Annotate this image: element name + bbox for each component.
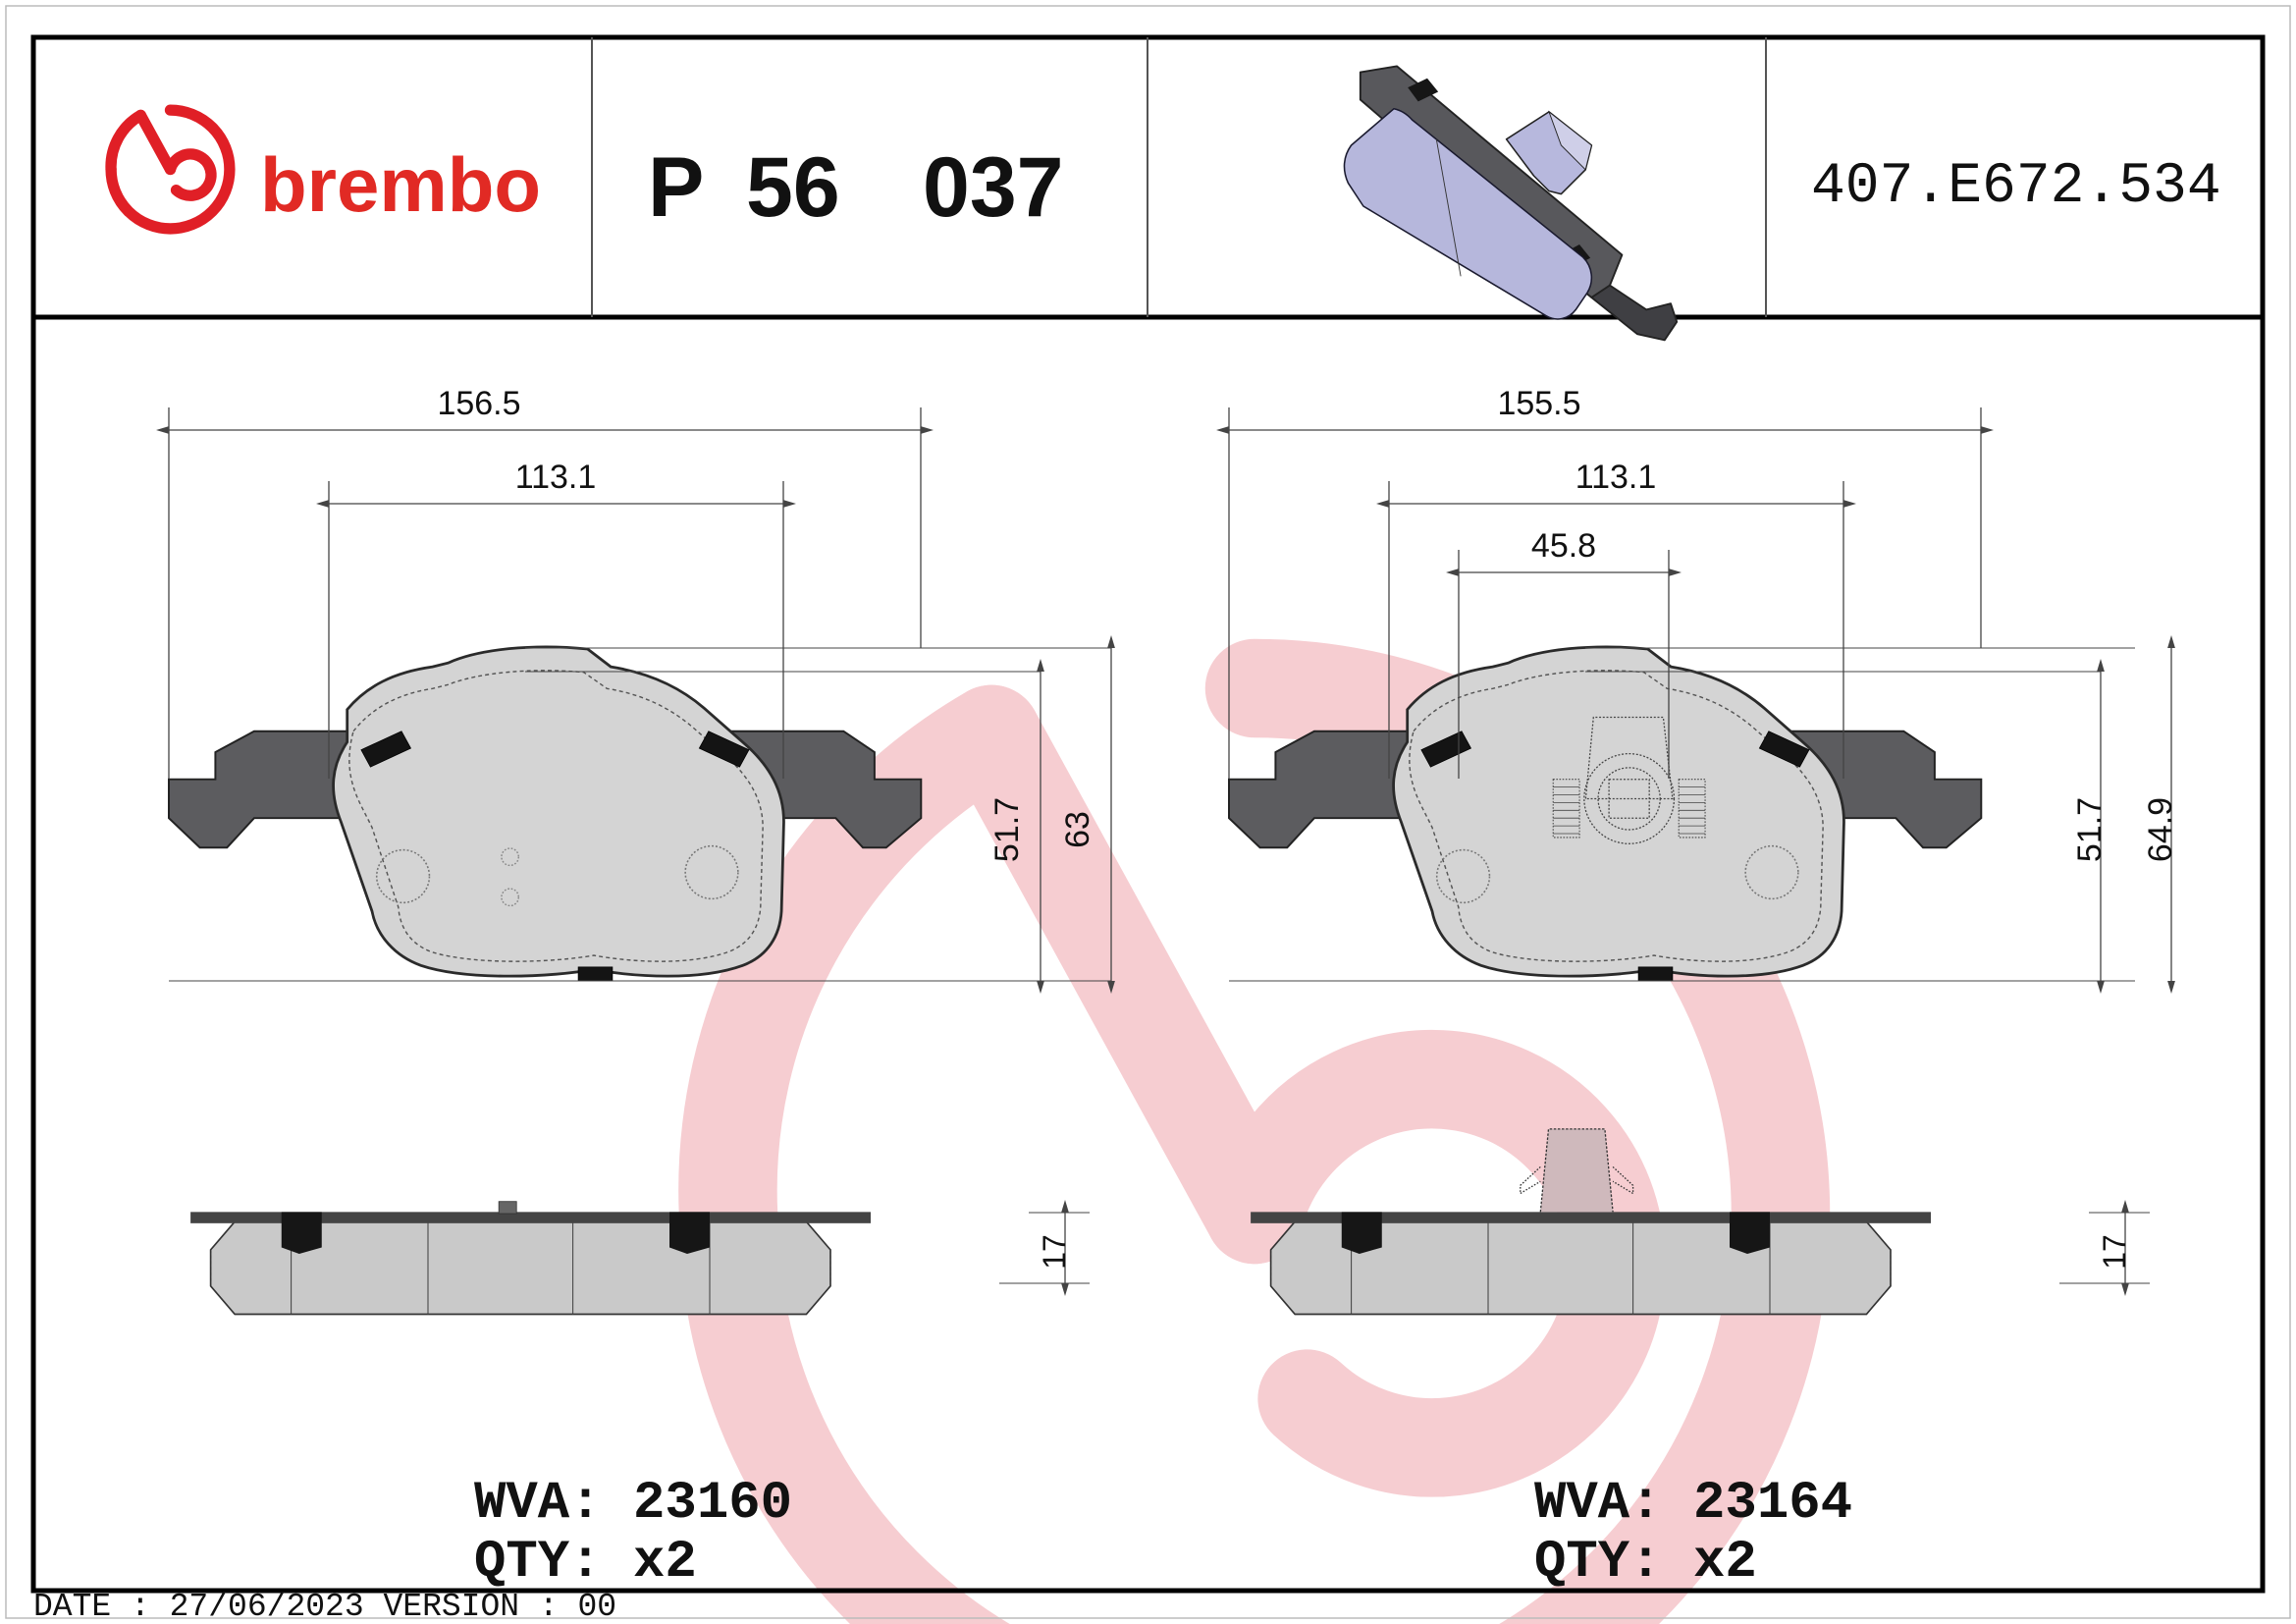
svg-text:P: P [648,140,704,235]
svg-text:QTY: x2: QTY: x2 [1534,1533,1757,1593]
svg-text:56: 56 [746,140,840,235]
svg-text:17: 17 [2097,1234,2132,1270]
svg-text:DATE : 27/06/2023 VERSION : 00: DATE : 27/06/2023 VERSION : 00 [33,1589,616,1624]
svg-text:64.9: 64.9 [2142,797,2179,862]
svg-text:45.8: 45.8 [1531,527,1596,565]
svg-text:113.1: 113.1 [515,459,597,496]
svg-text:brembo: brembo [260,141,541,228]
svg-text:113.1: 113.1 [1575,459,1657,496]
svg-text:17: 17 [1037,1234,1072,1270]
svg-text:51.7: 51.7 [988,797,1026,862]
svg-text:QTY: x2: QTY: x2 [474,1533,697,1593]
svg-text:156.5: 156.5 [437,385,520,422]
svg-text:WVA: 23164: WVA: 23164 [1534,1474,1852,1534]
svg-text:63: 63 [1059,811,1096,848]
svg-text:155.5: 155.5 [1497,385,1580,422]
svg-text:51.7: 51.7 [2071,797,2109,862]
svg-text:407.E672.534: 407.E672.534 [1811,155,2221,219]
svg-text:037: 037 [923,140,1064,235]
svg-text:WVA: 23160: WVA: 23160 [474,1474,792,1534]
